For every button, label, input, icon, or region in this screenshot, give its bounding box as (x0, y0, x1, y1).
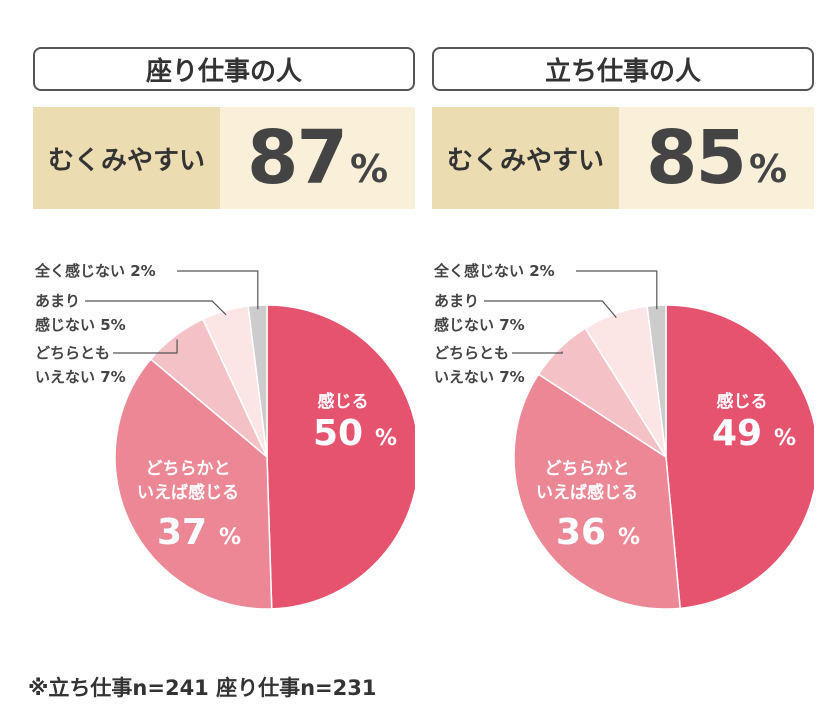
panel-title: 立ち仕事の人 (432, 47, 814, 91)
slice-label-somewhat-1: どちらかと (545, 459, 630, 479)
slice-label-neutral-2: いえない 7% (35, 368, 126, 386)
slice-value-feel: 49 (712, 413, 762, 454)
slice-label-little-2: 感じない 7% (434, 316, 525, 334)
pie-slice-0 (665, 304, 814, 610)
slice-label-neutral-1: どちらとも (35, 344, 110, 362)
pie-slice-1 (114, 358, 273, 610)
leader-line-little (484, 300, 617, 318)
slice-unit-feel: % (375, 426, 397, 451)
leader-line-little (85, 300, 227, 316)
stat-row: むくみやすい 85 % (432, 107, 814, 209)
stat-number: 87 (246, 115, 348, 201)
stat-row: むくみやすい 87 % (33, 107, 415, 209)
slice-unit-somewhat: % (219, 525, 241, 550)
stat-number: 85 (645, 115, 747, 201)
stat-unit: % (349, 147, 389, 191)
slice-unit-somewhat: % (618, 525, 640, 550)
leader-line-neutral (512, 351, 563, 354)
slice-label-none: 全く感じない 2% (34, 262, 156, 280)
slice-value-somewhat: 36 (556, 512, 606, 553)
stat-label: むくみやすい (432, 107, 619, 209)
slice-label-somewhat-2: いえば感じる (137, 482, 239, 503)
slice-value-feel: 50 (313, 413, 363, 454)
stat-unit: % (748, 147, 788, 191)
leader-line-none (177, 270, 259, 310)
pie-slice-0 (266, 304, 415, 610)
slice-label-somewhat-1: どちらかと (146, 459, 231, 479)
slice-label-feel: 感じる (717, 391, 768, 412)
slice-label-little-1: あまり (434, 292, 479, 310)
panel-standing: 立ち仕事の人 むくみやすい 85 % (432, 47, 814, 209)
leader-line-neutral (113, 339, 178, 354)
sample-size-note: ※立ち仕事n=241 座り仕事n=231 (28, 676, 377, 700)
slice-label-none: 全く感じない 2% (433, 262, 555, 280)
stat-label: むくみやすい (33, 107, 220, 209)
slice-label-neutral-1: どちらとも (434, 344, 509, 362)
slice-label-little-1: あまり (35, 292, 80, 310)
slice-label-neutral-2: いえない 7% (434, 368, 525, 386)
slice-label-little-2: 感じない 5% (35, 316, 126, 334)
slice-unit-feel: % (774, 426, 796, 451)
slice-label-somewhat-2: いえば感じる (536, 482, 638, 503)
panel-sitting: 座り仕事の人 むくみやすい 87 % (33, 47, 415, 209)
slice-value-somewhat: 37 (157, 512, 207, 553)
stat-value: 85 % (619, 107, 814, 209)
slice-label-feel: 感じる (318, 391, 369, 412)
panel-title: 座り仕事の人 (33, 47, 415, 91)
leader-line-none (576, 270, 658, 310)
pie-slice-1 (513, 373, 681, 610)
stat-value: 87 % (220, 107, 415, 209)
